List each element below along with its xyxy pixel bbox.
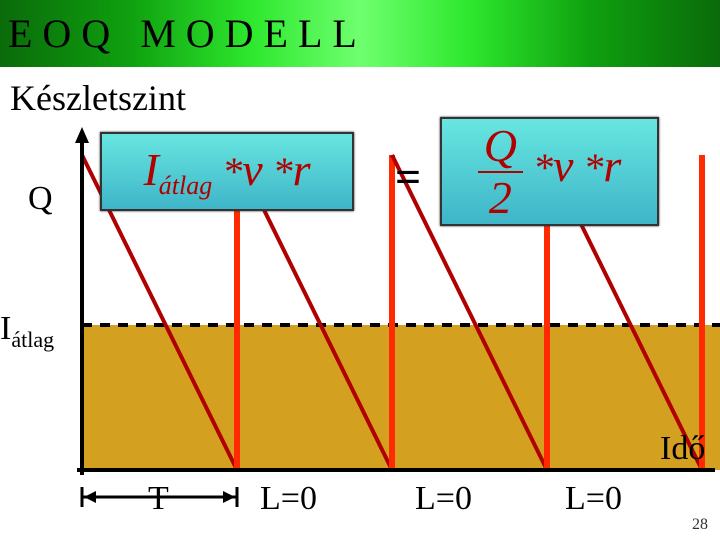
label-Iavg: Iátlag — [0, 310, 54, 353]
formula-right: Q 2 *v *r — [478, 123, 622, 221]
label-L-2: L=0 — [565, 480, 622, 518]
title-bar: EOQ MODELL — [0, 0, 720, 67]
page-title: EOQ MODELL — [0, 10, 367, 57]
equation-panel-right: Q 2 *v *r — [440, 117, 659, 226]
slide-number: 28 — [692, 516, 708, 534]
eoq-chart: Iátlag *v *r = Q 2 *v *r Q Iátlag Idő T … — [0, 115, 720, 540]
equals-sign: = — [395, 150, 421, 203]
formula-left: Iátlag *v *r — [143, 143, 310, 201]
label-T: T — [148, 480, 169, 518]
subtitle: Készletszint — [10, 77, 186, 119]
label-time: Idő — [660, 430, 705, 468]
label-L-0: L=0 — [260, 480, 317, 518]
equation-panel-left: Iátlag *v *r — [100, 132, 354, 211]
label-L-1: L=0 — [415, 480, 472, 518]
label-Q: Q — [28, 180, 53, 218]
